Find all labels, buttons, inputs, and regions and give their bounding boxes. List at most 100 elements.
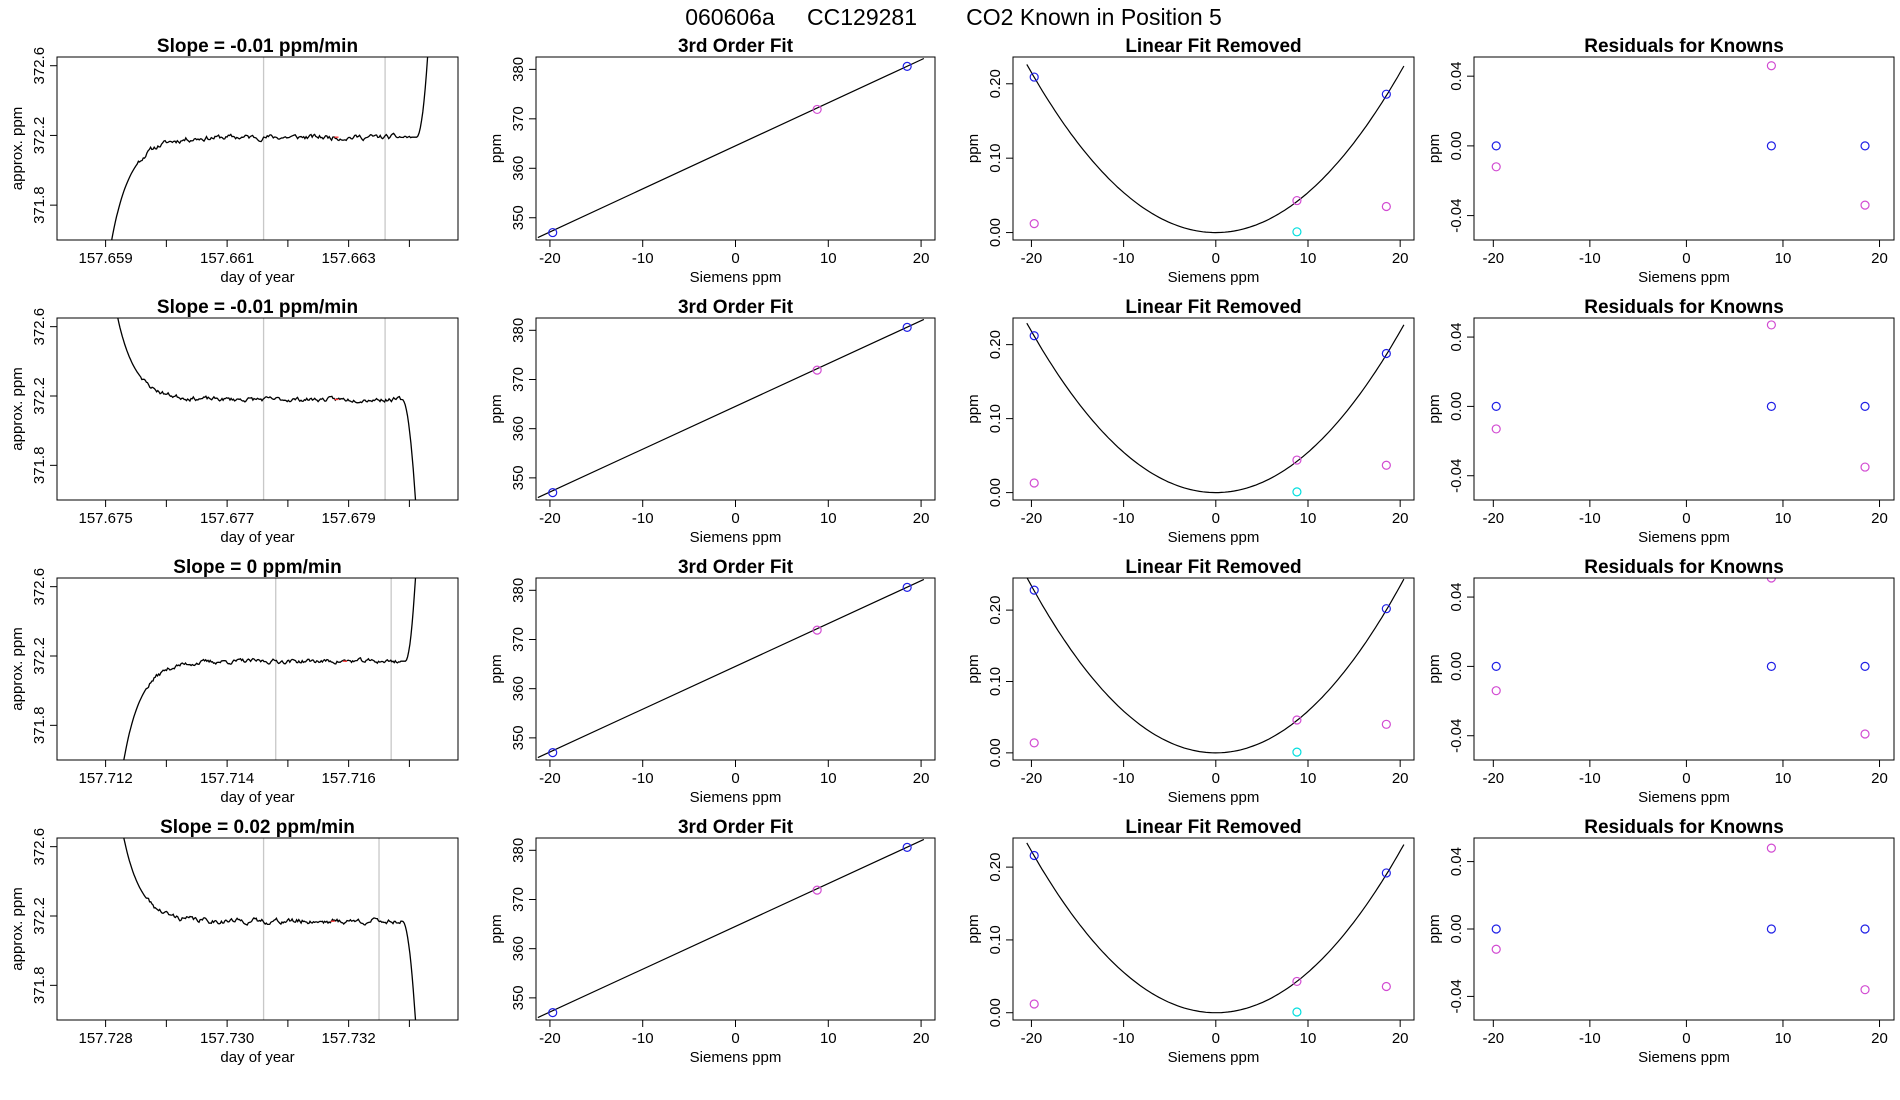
y-axis-label: ppm	[488, 914, 505, 943]
y-tick-label: -0.04	[1448, 459, 1465, 493]
x-tick-label: -20	[1482, 510, 1504, 527]
plot-area	[537, 57, 925, 239]
x-axis-label: day of year	[220, 789, 294, 806]
panel-fit-2: 3rd Order Fit -20 -10 0 10 20 350 360 370 380 Siem…	[488, 297, 936, 546]
y-tick-label: 360	[510, 416, 527, 441]
fit-curve	[1026, 322, 1405, 494]
panel-timeseries-2: Slope = -0.01 ppm/min 157.675 157.677 157.6…	[9, 297, 459, 546]
plot-area	[1026, 842, 1405, 1017]
x-tick-label: -10	[632, 1030, 654, 1047]
data-point-blue	[902, 61, 912, 71]
data-point-magenta	[1292, 195, 1302, 206]
data-point-magenta	[1766, 320, 1776, 330]
x-tick-label: 20	[1392, 1030, 1409, 1047]
panel-title: Linear Fit Removed	[1125, 817, 1301, 838]
y-axis-label: approx. ppm	[9, 367, 26, 450]
data-point-blue	[1860, 924, 1870, 934]
y-axis-label: approx. ppm	[9, 887, 26, 970]
data-point-blue	[1381, 348, 1391, 359]
x-tick-label: 0	[1212, 1030, 1220, 1047]
x-axis-label: Siemens ppm	[1168, 529, 1260, 546]
panel-fit-3: 3rd Order Fit -20 -10 0 10 20 350 360 370 380 Siem…	[488, 557, 936, 806]
data-point-magenta	[812, 625, 822, 635]
y-tick-label: 372.6	[31, 47, 48, 85]
panel-fit-4: 3rd Order Fit -20 -10 0 10 20 350 360 370 380 Siem…	[488, 817, 936, 1066]
data-point-magenta	[1491, 686, 1501, 696]
x-tick-label: 20	[1871, 250, 1888, 267]
data-point-magenta	[812, 885, 822, 895]
plot-frame	[1012, 56, 1415, 241]
panel-fit-1: 3rd Order Fit -20 -10 0 10 20 350 360 370 380 Siem…	[488, 36, 936, 286]
data-point-blue	[1766, 661, 1776, 672]
y-axis-label: ppm	[1426, 134, 1443, 163]
panel-title: Residuals for Knowns	[1584, 557, 1784, 578]
y-tick-label: 372.6	[31, 308, 48, 346]
x-tick-label: 10	[820, 1030, 837, 1047]
panel-residuals-4: Residuals for Knowns -20 -10 0 10 20 -0.04 0.00…	[1426, 817, 1895, 1066]
y-tick-label: 0.00	[987, 998, 1004, 1027]
data-point-magenta	[1381, 719, 1391, 729]
x-tick-label: 10	[1300, 770, 1317, 787]
data-point-magenta	[1029, 999, 1039, 1009]
data-point-cyan	[1292, 487, 1302, 497]
x-axis-label: Siemens ppm	[690, 789, 782, 806]
x-tick-label: 10	[820, 510, 837, 527]
x-axis-label: Siemens ppm	[1168, 1049, 1260, 1066]
panel-residuals-3: Residuals for Knowns -20 -10 0 10 20 -0.04 0.00…	[1426, 557, 1895, 806]
plot-area	[1491, 61, 1870, 210]
x-axis-label: Siemens ppm	[1168, 269, 1260, 286]
x-tick-label: 0	[731, 1030, 739, 1047]
plot-frame	[535, 837, 936, 1021]
y-tick-label: 0.10	[987, 925, 1004, 954]
x-tick-label: -20	[539, 510, 561, 527]
data-point-blue	[1491, 141, 1501, 151]
panel-title: Residuals for Knowns	[1584, 817, 1784, 838]
data-point-magenta	[1491, 944, 1501, 954]
y-tick-label: 360	[510, 936, 527, 961]
x-tick-label: 157.663	[322, 250, 376, 267]
y-tick-label: 370	[510, 627, 527, 652]
data-point-blue	[548, 748, 558, 758]
panel-title: 3rd Order Fit	[678, 817, 794, 838]
fit-curve	[1026, 64, 1405, 234]
data-point-magenta	[1860, 985, 1870, 995]
data-point-magenta	[1381, 201, 1391, 212]
data-point-magenta	[812, 365, 822, 375]
panel-linear-1: Linear Fit Removed -20 -10 0 10 20 0.00 0.10 0.2…	[965, 36, 1415, 286]
y-tick-label: 0.04	[1448, 847, 1465, 876]
y-tick-label: 371.8	[31, 967, 48, 1005]
y-tick-label: 0.10	[987, 667, 1004, 696]
y-axis-label: approx. ppm	[9, 107, 26, 190]
y-tick-label: 370	[510, 106, 527, 131]
panel-residuals-1: Residuals for Knowns -20 -10 0 10 20 -0.04 0.00…	[1426, 36, 1895, 286]
y-tick-label: 0.20	[987, 330, 1004, 359]
y-axis-label: ppm	[488, 654, 505, 683]
data-point-magenta	[1766, 61, 1776, 71]
y-tick-label: 0.00	[1448, 914, 1465, 943]
x-axis-label: day of year	[220, 529, 294, 546]
y-tick-label: 360	[510, 676, 527, 701]
plot-frame	[535, 577, 936, 761]
plot-area	[1491, 578, 1870, 739]
x-tick-label: 10	[820, 250, 837, 267]
x-axis-label: Siemens ppm	[1638, 789, 1730, 806]
y-tick-label: 350	[510, 985, 527, 1010]
data-point-magenta	[1766, 578, 1776, 583]
data-point-blue	[1860, 141, 1870, 151]
x-tick-label: 10	[1300, 1030, 1317, 1047]
panel-timeseries-3: Slope = 0 ppm/min 157.712 157.714 157.716 37…	[9, 557, 459, 806]
panel-linear-3: Linear Fit Removed -20 -10 0 10 20 0.00 0.10 0.2…	[965, 557, 1415, 806]
y-tick-label: 380	[510, 318, 527, 343]
plot-area	[1491, 843, 1870, 995]
x-tick-label: 0	[1212, 770, 1220, 787]
x-tick-label: 157.661	[200, 250, 254, 267]
x-tick-label: -10	[1113, 510, 1135, 527]
co2-trace	[117, 318, 417, 500]
data-point-blue	[1766, 141, 1776, 151]
data-point-blue	[1766, 924, 1776, 934]
plot-frame	[56, 317, 459, 501]
x-tick-label: 157.677	[200, 510, 254, 527]
y-axis-label: ppm	[1426, 654, 1443, 683]
y-tick-label: 0.00	[987, 218, 1004, 247]
